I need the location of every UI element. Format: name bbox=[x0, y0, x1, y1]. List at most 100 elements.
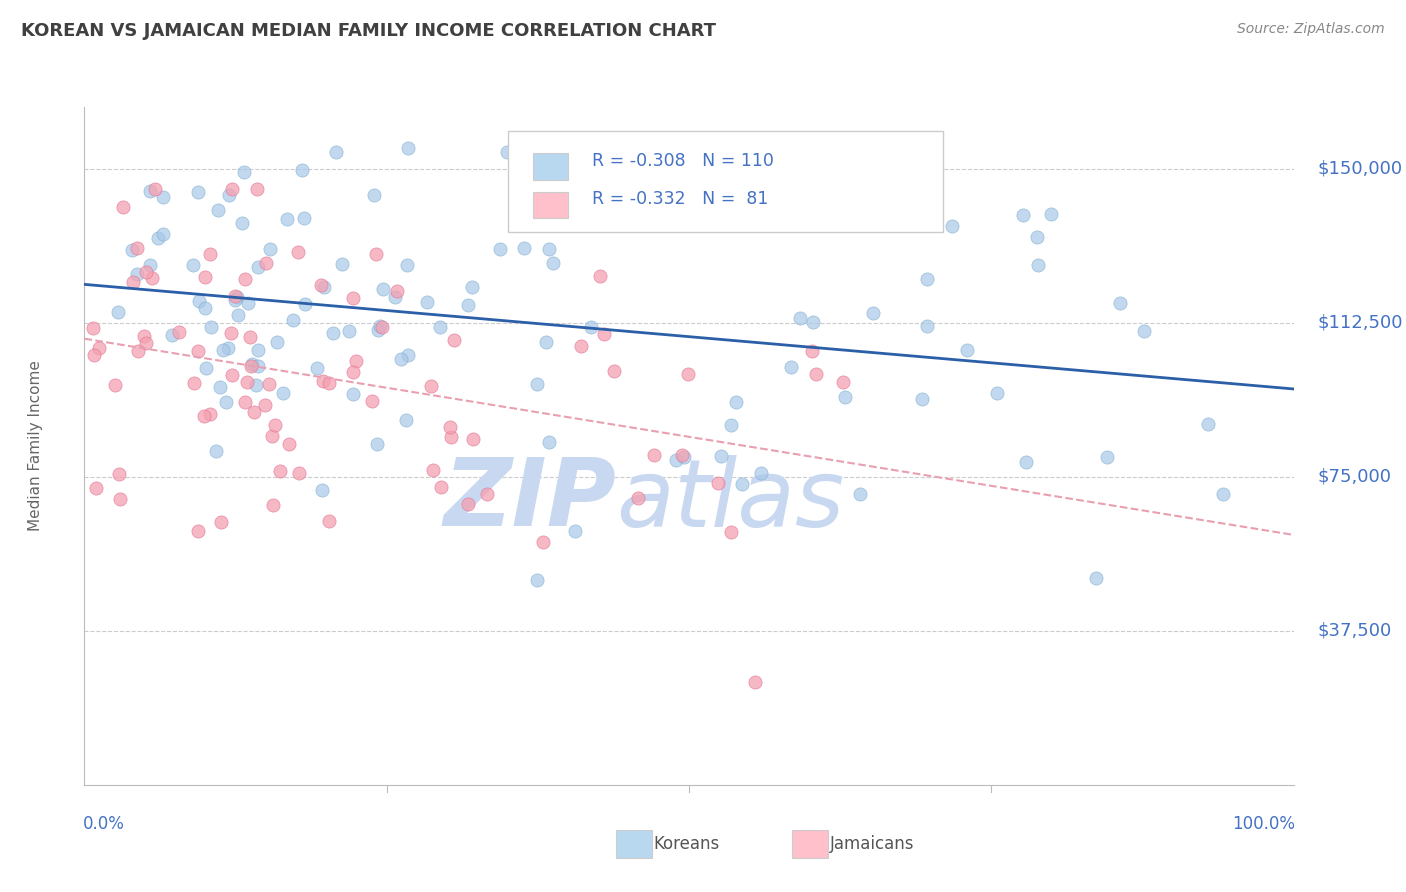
Point bbox=[1197, 417, 1219, 432]
Point bbox=[247, 343, 270, 358]
Point bbox=[309, 278, 332, 293]
Point bbox=[322, 326, 344, 341]
Point bbox=[266, 335, 288, 350]
Point bbox=[239, 330, 262, 344]
Text: R = -0.308   N = 110: R = -0.308 N = 110 bbox=[592, 153, 775, 170]
Point bbox=[121, 244, 143, 258]
Point bbox=[956, 343, 979, 357]
Point bbox=[676, 367, 699, 381]
Point bbox=[143, 182, 166, 196]
Point bbox=[373, 282, 395, 296]
Point bbox=[526, 376, 548, 391]
Point bbox=[139, 258, 162, 272]
Point bbox=[259, 242, 281, 256]
Point bbox=[569, 338, 592, 352]
Point bbox=[457, 298, 479, 312]
Point bbox=[281, 312, 304, 326]
Point bbox=[488, 242, 510, 256]
Point bbox=[371, 320, 394, 334]
Point bbox=[305, 360, 328, 375]
Point bbox=[367, 323, 389, 337]
Text: Source: ZipAtlas.com: Source: ZipAtlas.com bbox=[1237, 22, 1385, 37]
Point bbox=[218, 188, 240, 202]
Point bbox=[187, 343, 209, 358]
Point bbox=[195, 361, 218, 376]
Point bbox=[228, 308, 250, 322]
Point bbox=[253, 398, 276, 412]
Point bbox=[240, 359, 263, 374]
Point bbox=[731, 477, 754, 491]
Point bbox=[664, 452, 686, 467]
Point bbox=[917, 319, 939, 334]
Point bbox=[385, 285, 408, 299]
Point bbox=[167, 325, 190, 339]
Point bbox=[212, 343, 235, 358]
Point bbox=[205, 443, 228, 458]
Point bbox=[269, 464, 291, 478]
Point bbox=[312, 375, 335, 389]
Point bbox=[862, 306, 884, 320]
Point bbox=[396, 348, 419, 362]
Point bbox=[744, 675, 766, 690]
Point bbox=[536, 334, 558, 349]
Text: 0.0%: 0.0% bbox=[83, 815, 125, 833]
Point bbox=[240, 357, 263, 371]
Text: 100.0%: 100.0% bbox=[1232, 815, 1295, 833]
Point bbox=[208, 380, 231, 394]
Point bbox=[263, 417, 285, 432]
Point bbox=[221, 182, 243, 196]
Point bbox=[1095, 450, 1118, 465]
Point bbox=[84, 481, 107, 495]
Point bbox=[720, 417, 742, 432]
Point bbox=[416, 294, 439, 309]
Point bbox=[564, 524, 586, 538]
Point bbox=[915, 272, 938, 286]
Point bbox=[457, 498, 479, 512]
Point bbox=[233, 395, 256, 409]
Point bbox=[440, 430, 463, 444]
Point bbox=[643, 449, 665, 463]
Point bbox=[986, 386, 1008, 401]
Point bbox=[194, 301, 217, 315]
Point bbox=[207, 202, 229, 217]
Point bbox=[254, 256, 277, 270]
FancyBboxPatch shape bbox=[508, 131, 943, 233]
Point bbox=[588, 269, 610, 284]
Point bbox=[429, 319, 451, 334]
Point bbox=[108, 467, 131, 482]
Point bbox=[834, 390, 856, 404]
Point bbox=[752, 206, 775, 220]
Point bbox=[564, 141, 586, 155]
Text: $75,000: $75,000 bbox=[1317, 467, 1392, 486]
Point bbox=[135, 265, 157, 279]
Point bbox=[342, 387, 364, 401]
Point bbox=[187, 524, 209, 538]
Point bbox=[82, 320, 104, 334]
Point bbox=[337, 324, 360, 338]
Point bbox=[112, 200, 135, 214]
Point bbox=[83, 348, 105, 362]
Point bbox=[1026, 230, 1049, 244]
Text: KOREAN VS JAMAICAN MEDIAN FAMILY INCOME CORRELATION CHART: KOREAN VS JAMAICAN MEDIAN FAMILY INCOME … bbox=[21, 22, 716, 40]
Point bbox=[312, 280, 335, 294]
Point bbox=[513, 241, 536, 255]
Point bbox=[1109, 296, 1132, 310]
Point bbox=[200, 320, 222, 334]
Point bbox=[183, 376, 205, 390]
Point bbox=[224, 289, 246, 303]
Text: ZIP: ZIP bbox=[443, 454, 616, 546]
Point bbox=[225, 290, 247, 304]
Point bbox=[246, 260, 269, 274]
Point bbox=[707, 476, 730, 491]
Point bbox=[342, 292, 364, 306]
Point bbox=[832, 375, 855, 389]
Point bbox=[221, 368, 243, 382]
Point bbox=[475, 487, 498, 501]
Point bbox=[122, 275, 145, 289]
Point bbox=[231, 216, 253, 230]
Point bbox=[232, 165, 254, 179]
Point bbox=[384, 290, 406, 304]
Point bbox=[531, 534, 554, 549]
Point bbox=[132, 329, 155, 343]
Point bbox=[215, 395, 238, 409]
